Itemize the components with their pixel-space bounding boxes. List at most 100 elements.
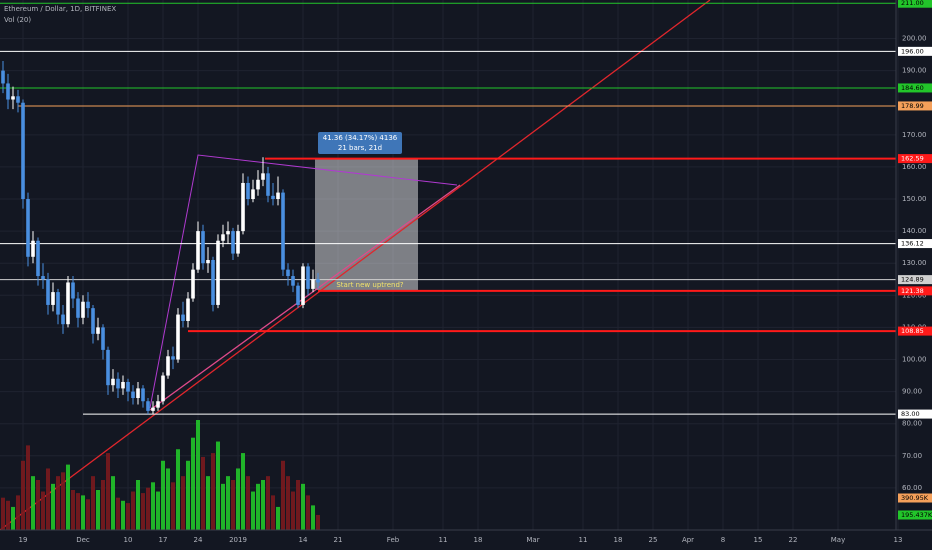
price-tag (898, 154, 932, 164)
volume-bar (31, 476, 35, 530)
candle-body (246, 182, 250, 200)
measure-label-box (318, 132, 402, 154)
volume-bar (96, 490, 100, 530)
price-tag (898, 275, 932, 285)
volume-bar (71, 490, 75, 530)
support-line (149, 184, 461, 411)
candle-body (56, 292, 60, 315)
x-tick-label: 14 (299, 536, 308, 544)
y-tick-label: 160.00 (902, 163, 927, 171)
volume-bar (246, 476, 250, 530)
volume-bar (16, 495, 20, 530)
candle-body (6, 83, 10, 100)
x-tick-label: 11 (439, 536, 448, 544)
candle-body (311, 279, 315, 289)
price-tag-label: 121.38 (901, 287, 924, 295)
y-tick-label: 90.00 (902, 388, 922, 396)
volume-bar (276, 506, 280, 530)
candle-body (136, 388, 140, 399)
x-tick-label: 18 (614, 536, 623, 544)
volume-tag (898, 510, 932, 520)
x-tick-label: 2019 (229, 536, 247, 544)
candle-body (256, 179, 260, 190)
volume-bar (201, 456, 205, 530)
candle-body (316, 279, 320, 283)
volume-bar (291, 491, 295, 530)
volume-bar (131, 491, 135, 530)
volume-bar (161, 460, 165, 530)
x-tick-label: 18 (474, 536, 483, 544)
volume-bar (256, 483, 260, 530)
candle-body (101, 327, 105, 350)
x-tick-label: Apr (682, 536, 694, 544)
volume-bar (241, 453, 245, 530)
volume-bar (21, 460, 25, 530)
volume-bar (141, 493, 145, 530)
price-tag (898, 409, 932, 419)
volume-bar (266, 476, 270, 530)
volume-bar (146, 487, 150, 530)
candle-body (31, 240, 35, 257)
volume-bar (236, 468, 240, 530)
volume-bar (1, 497, 5, 530)
price-tag (898, 83, 932, 93)
volume-bar (181, 476, 185, 530)
volume-bar (311, 505, 315, 530)
volume-bar (281, 460, 285, 530)
volume-bar (191, 437, 195, 530)
candle-body (96, 327, 100, 334)
price-tag (898, 286, 932, 296)
volume-bar (81, 495, 85, 530)
volume-bar (11, 506, 15, 530)
x-tick-label: May (831, 536, 845, 544)
volume-bar (6, 500, 10, 530)
candle-body (76, 298, 80, 318)
price-tag (898, 239, 932, 249)
candle-body (106, 349, 110, 386)
volume-bar (196, 420, 200, 530)
candle-body (186, 298, 190, 321)
candle-body (211, 260, 215, 305)
measure-box (315, 159, 418, 290)
candle-body (91, 308, 95, 334)
volume-bar (211, 453, 215, 530)
candle-body (146, 401, 150, 411)
volume-bar (156, 491, 160, 530)
x-tick-label: 25 (649, 536, 658, 544)
candle-body (21, 102, 25, 200)
candle-body (46, 279, 50, 305)
candle-body (156, 401, 160, 408)
volume-bar (136, 480, 140, 530)
volume-bar (111, 476, 115, 530)
candle-body (216, 240, 220, 305)
volume-bar (271, 495, 275, 530)
volume-bar (231, 480, 235, 530)
volume-title: Vol (20) (4, 16, 31, 24)
volume-bar (316, 514, 320, 530)
volume-bar (126, 503, 130, 530)
price-tag-label: 83.00 (901, 410, 920, 418)
x-tick-label: 21 (334, 536, 343, 544)
candle-body (1, 70, 5, 84)
volume-tag-label: 195.437K (901, 511, 932, 519)
price-tag-label: 184.60 (901, 84, 924, 92)
x-tick-label: 11 (579, 536, 588, 544)
x-tick-label: 17 (159, 536, 168, 544)
measure-sub: 21 bars, 21d (338, 144, 382, 152)
candle-body (261, 173, 265, 180)
y-tick-label: 190.00 (902, 67, 927, 75)
y-tick-label: 100.00 (902, 356, 927, 364)
volume-bar (66, 464, 70, 530)
price-tag (898, 101, 932, 111)
x-tick-label: 13 (894, 536, 903, 544)
candle-body (86, 301, 90, 309)
candle-body (171, 356, 175, 360)
price-tag-label: 108.85 (901, 327, 924, 335)
y-tick-label: 80.00 (902, 420, 922, 428)
volume-bar (121, 500, 125, 530)
y-tick-label: 60.00 (902, 484, 922, 492)
price-tag (898, 0, 932, 8)
candle-body (201, 231, 205, 264)
volume-bar (306, 495, 310, 530)
